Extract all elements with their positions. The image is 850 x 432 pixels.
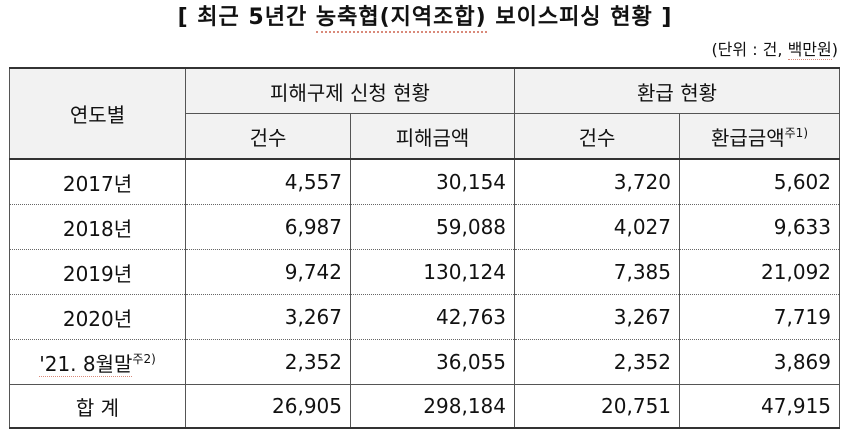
title-underlined-text: 농축협(지역조합)	[315, 5, 487, 33]
header-group-relief: 피해구제 신청 현황	[184, 68, 516, 114]
total-relief-count: 26,905	[185, 384, 351, 428]
row-damage: 59,088	[349, 204, 516, 250]
header-refund-amount: 환급금액주1)	[679, 113, 841, 160]
total-row: 합 계 26,905 298,184 20,751 47,915	[9, 384, 841, 428]
row-year-footnote: 주2)	[132, 351, 156, 366]
row-year: '21. 8월말주2)	[9, 339, 186, 385]
row-relief-count: 4,557	[185, 159, 351, 205]
row-refund-amount: 9,633	[679, 204, 841, 250]
page-title: [ 최근 5년간 농축협(지역조합) 보이스피싱 현황 ]	[0, 3, 850, 33]
row-refund-amount: 21,092	[679, 249, 841, 295]
header-year: 연도별	[9, 68, 186, 160]
total-refund-amount: 47,915	[679, 384, 841, 428]
table-row: 2020년 3,267 42,763 3,267 7,719	[9, 294, 841, 340]
header-damage-amount: 피해금액	[349, 113, 516, 160]
row-refund-amount: 7,719	[679, 294, 841, 340]
row-year: 2017년	[9, 159, 186, 205]
table-row: 2019년 9,742 130,124 7,385 21,092	[9, 249, 841, 295]
unit-close: )	[831, 40, 838, 59]
row-refund-count: 3,720	[514, 159, 681, 205]
row-refund-amount: 3,869	[679, 339, 841, 385]
row-refund-count: 4,027	[514, 204, 681, 250]
table-row: 2018년 6,987 59,088 4,027 9,633	[9, 204, 841, 250]
row-relief-count: 6,987	[185, 204, 351, 250]
title-bracket-open: [	[177, 5, 198, 30]
header-refund-amount-footnote: 주1)	[784, 125, 808, 140]
total-damage: 298,184	[349, 384, 516, 428]
row-refund-count: 3,267	[514, 294, 681, 340]
voice-phishing-table: 연도별 피해구제 신청 현황 환급 현황 건수 피해금액 건수 환급금액주1) …	[9, 67, 841, 429]
title-bracket-close: ]	[652, 5, 673, 30]
unit-note: (단위 : 건, 백만원)	[711, 38, 838, 62]
row-year: 2018년	[9, 204, 186, 250]
table-row: 2017년 4,557 30,154 3,720 5,602	[9, 159, 841, 205]
total-label: 합 계	[9, 384, 186, 428]
row-damage: 36,055	[349, 339, 516, 385]
row-damage: 42,763	[349, 294, 516, 340]
total-refund-count: 20,751	[514, 384, 681, 428]
row-relief-count: 3,267	[185, 294, 351, 340]
row-relief-count: 2,352	[185, 339, 351, 385]
row-refund-amount: 5,602	[679, 159, 841, 205]
row-year: 2019년	[9, 249, 186, 295]
title-suffix: 보이스피싱 현황	[486, 5, 653, 30]
title-prefix: 최근 5년간	[197, 5, 316, 30]
header-refund-count: 건수	[514, 113, 681, 160]
row-refund-count: 2,352	[514, 339, 681, 385]
unit-underlined: 백만원	[787, 40, 832, 60]
header-refund-amount-label: 환급금액	[711, 125, 785, 150]
table-row: '21. 8월말주2) 2,352 36,055 2,352 3,869	[9, 339, 841, 385]
row-year: 2020년	[9, 294, 186, 340]
header-group-refund: 환급 현황	[514, 68, 841, 114]
header-relief-count: 건수	[185, 113, 351, 160]
row-damage: 30,154	[349, 159, 516, 205]
unit-open: (단위 : 건,	[711, 40, 788, 59]
row-relief-count: 9,742	[185, 249, 351, 295]
row-refund-count: 7,385	[514, 249, 681, 295]
row-year-label: '21. 8월말	[39, 351, 133, 377]
row-damage: 130,124	[349, 249, 516, 295]
